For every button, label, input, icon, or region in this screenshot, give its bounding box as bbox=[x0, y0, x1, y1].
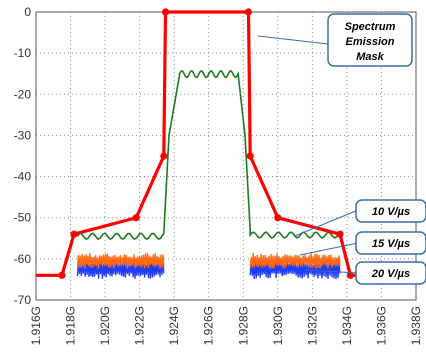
x-tick-label: 1.934G bbox=[340, 306, 354, 345]
x-tick-label: 1.930G bbox=[271, 306, 285, 345]
callout-10v: 10 V/µs bbox=[294, 199, 426, 237]
x-tick-label: 1.922G bbox=[133, 306, 147, 345]
mask-point bbox=[244, 8, 253, 16]
x-tick-label: 1.916G bbox=[29, 306, 43, 345]
x-tick-label: 1.936G bbox=[374, 306, 388, 345]
y-tick-label: -30 bbox=[14, 128, 32, 142]
y-tick-labels: 0 -10 -20 -30 -40 -50 -60 -70 bbox=[14, 5, 32, 307]
mask-point bbox=[160, 152, 168, 160]
mask-point bbox=[58, 271, 66, 279]
mask-trace bbox=[36, 8, 416, 279]
y-tick-label: -70 bbox=[14, 293, 32, 307]
y-tick-label: -10 bbox=[14, 46, 32, 60]
callout-box-20v bbox=[355, 261, 426, 285]
mask-point bbox=[274, 214, 282, 222]
mask-point bbox=[246, 152, 254, 160]
series-15v-trace-left bbox=[76, 253, 165, 269]
series-10v-trace bbox=[76, 70, 341, 241]
mask-point bbox=[346, 271, 354, 279]
mask-point bbox=[70, 230, 78, 238]
callout-box-15v bbox=[355, 231, 426, 255]
mask-point bbox=[161, 8, 170, 16]
y-tick-label: -50 bbox=[14, 211, 32, 225]
callout-mask-line3: Mask bbox=[356, 51, 384, 63]
y-tick-label: 0 bbox=[24, 5, 31, 19]
y-tick-label: -20 bbox=[14, 87, 32, 101]
x-tick-label: 1.928G bbox=[236, 306, 250, 345]
y-tick-label: -60 bbox=[14, 252, 32, 266]
x-tick-label: 1.938G bbox=[409, 306, 423, 345]
mask-point bbox=[132, 214, 140, 222]
mask-point bbox=[336, 230, 344, 238]
x-tick-label: 1.920G bbox=[98, 306, 112, 345]
x-tick-label: 1.932G bbox=[305, 306, 319, 345]
x-tick-label: 1.918G bbox=[64, 306, 78, 345]
y-tick-label: -40 bbox=[14, 170, 32, 184]
mask-line bbox=[36, 10, 416, 277]
data-traces bbox=[76, 70, 341, 280]
callout-mask: Spectrum Emission Mask bbox=[257, 13, 413, 67]
callout-20v: 20 V/µs bbox=[304, 261, 426, 285]
x-tick-label: 1.924G bbox=[167, 306, 181, 345]
callout-15v: 15 V/µs bbox=[299, 231, 426, 256]
callout-mask-line2: Emission bbox=[346, 36, 395, 48]
callout-box-mask bbox=[327, 13, 413, 67]
callout-15v-label: 15 V/µs bbox=[372, 238, 410, 250]
x-tick-label: 1.926G bbox=[202, 306, 216, 345]
callout-mask-line1: Spectrum bbox=[345, 21, 396, 33]
callout-10v-label: 10 V/µs bbox=[372, 206, 410, 218]
series-15v-trace-right bbox=[249, 253, 341, 269]
callout-box-10v bbox=[355, 199, 426, 223]
x-tick-labels: 1.916G 1.918G 1.920G 1.922G 1.924G 1.926G 1.92… bbox=[29, 306, 423, 345]
callout-20v-label: 20 V/µs bbox=[371, 268, 410, 280]
